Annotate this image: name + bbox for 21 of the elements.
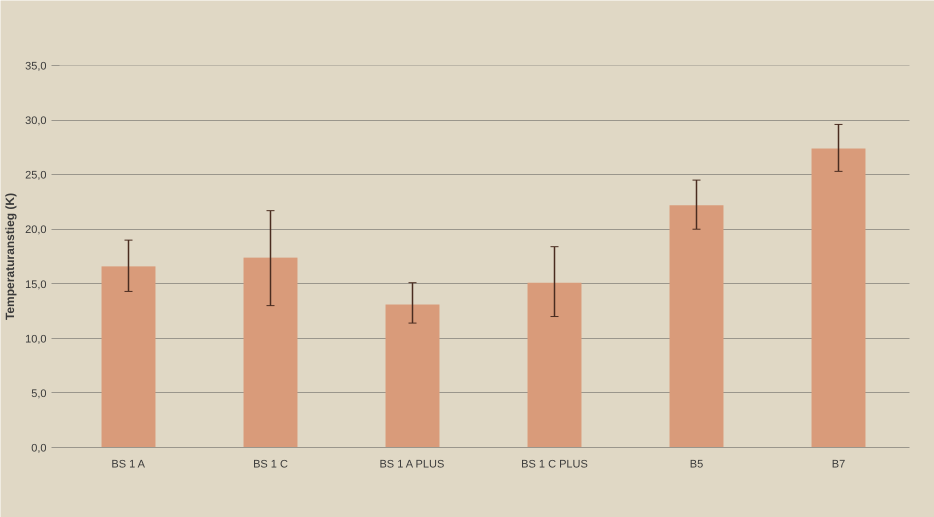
y-axis-title: Temperaturanstieg (K): [3, 192, 18, 320]
bar: [812, 148, 866, 448]
y-tick-label: 10,0: [25, 333, 47, 346]
x-tick-label: BS 1 C: [253, 458, 288, 470]
x-tick-label: BS 1 A PLUS: [379, 458, 444, 470]
bar: [528, 282, 582, 448]
y-tick-label: 25,0: [25, 170, 47, 182]
y-tick-label: 0,0: [31, 442, 47, 454]
bar: [386, 304, 440, 448]
y-tick-label: 20,0: [25, 224, 47, 236]
y-tick-label: 35,0: [25, 60, 47, 72]
y-tick-label: 30,0: [25, 115, 47, 128]
y-tick-label: 15,0: [25, 278, 47, 291]
bar: [244, 258, 298, 448]
x-tick-label: B7: [832, 458, 846, 470]
bar: [102, 266, 156, 448]
y-tick-label: 5,0: [31, 388, 47, 400]
x-tick-label: BS 1 C PLUS: [521, 458, 588, 470]
x-tick-label: B5: [690, 458, 704, 470]
bar: [670, 205, 724, 448]
x-tick-label: BS 1 A: [111, 458, 146, 470]
